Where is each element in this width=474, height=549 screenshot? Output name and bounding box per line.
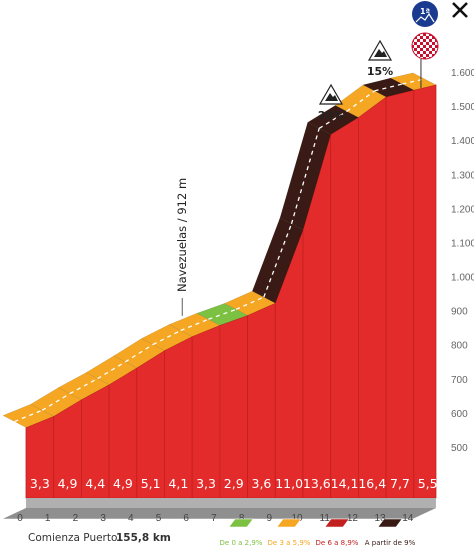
altitude-tick-800: 800 xyxy=(451,341,468,352)
legend-label-green: De 0 a 2,9% xyxy=(220,539,263,547)
gradient-legend: De 0 a 2,9% De 3 a 5,9% De 6 a 8,9% A parti… xyxy=(220,518,416,547)
km-tick-6: 6 xyxy=(183,513,189,524)
navezuelas-label: Navezuelas / 912 m xyxy=(175,178,189,292)
km-wall-5 xyxy=(164,335,193,499)
warning-20-mountain-icon xyxy=(325,93,338,101)
km-tick-8: 8 xyxy=(239,513,245,524)
gradient-label-km-7: 2,9 xyxy=(224,476,244,491)
km-tick-5: 5 xyxy=(156,513,162,524)
km-dash-1 xyxy=(41,393,71,411)
summit-markers: 1ª xyxy=(411,1,439,88)
km-dash-12 xyxy=(346,90,375,112)
altitude-tick-1600: 1.600 xyxy=(451,68,474,79)
gradient-label-km-3: 4,9 xyxy=(113,476,133,491)
altitude-tick-900: 900 xyxy=(451,307,468,318)
km-tick-3: 3 xyxy=(100,513,106,524)
altitude-axis: 500 600 700 800 900 1.000 1.100 1.200 1.300 1.400… xyxy=(451,68,474,454)
km-tick-12: 12 xyxy=(347,513,359,524)
km-tick-10: 10 xyxy=(291,513,303,524)
annotations: Navezuelas / 912 m20%15%Comienza Puerto1… xyxy=(28,39,393,544)
km-wall-12 xyxy=(357,96,387,499)
gradient-label-km-10: 13,6 xyxy=(303,476,331,491)
altitude-tick-700: 700 xyxy=(451,375,468,386)
km-tick-1: 1 xyxy=(45,513,51,524)
km-dash-9 xyxy=(263,223,293,298)
km-dash-6 xyxy=(180,318,209,332)
category-badge-icon xyxy=(412,1,438,27)
legend-swatch-orange xyxy=(276,518,302,528)
warning-15-mountain-icon xyxy=(374,49,387,57)
km-dash-8 xyxy=(235,296,265,310)
profile-base-strip xyxy=(3,498,436,519)
gradient-label-km-12: 16,4 xyxy=(358,476,386,491)
legend-swatch-green xyxy=(228,518,254,528)
altitude-tick-1500: 1.500 xyxy=(451,102,474,113)
warning-15-label: 15% xyxy=(367,65,393,78)
km-wall-6 xyxy=(191,324,221,499)
gradient-label-km-8: 3,6 xyxy=(252,476,272,491)
km-tick-0: 0 xyxy=(17,513,23,524)
km-tick-14: 14 xyxy=(402,513,414,524)
category-badge-label: 1ª xyxy=(420,7,430,16)
gradient-label-km-11: 14,1 xyxy=(331,476,359,491)
km-tick-4: 4 xyxy=(128,513,134,524)
km-dash-3 xyxy=(97,361,126,380)
profile-center-dashes xyxy=(14,78,425,423)
km-dash-0 xyxy=(14,409,43,423)
km-wall-7 xyxy=(219,314,249,499)
km-dash-7 xyxy=(208,308,237,320)
altitude-tick-1200: 1.200 xyxy=(451,204,474,215)
warning-20: 20% xyxy=(318,83,344,122)
altitude-tick-600: 600 xyxy=(451,409,468,420)
km-tick-labels: 0 1 2 3 4 5 6 7 8 9 10 11 12 13 14 xyxy=(17,513,414,524)
altitude-tick-500: 500 xyxy=(451,443,468,454)
close-button[interactable] xyxy=(446,0,474,22)
gradient-labels: 3,3 4,9 4,4 4,9 5,1 4,1 3,3 2,9 3,6 11,0 13,6 14,1 1… xyxy=(30,476,438,491)
gradient-label-km-1: 4,9 xyxy=(58,476,78,491)
gradient-label-km-9: 11,0 xyxy=(275,476,303,491)
gradient-label-km-0: 3,3 xyxy=(30,476,50,491)
legend-swatch-darkred xyxy=(324,518,350,528)
legend-label-black: A partir de 9% xyxy=(365,539,416,547)
km-dash-4 xyxy=(124,343,154,363)
start-km: 155,8 km xyxy=(116,532,171,544)
km-tick-11: 11 xyxy=(320,513,331,524)
base-strip-bottom xyxy=(3,508,436,519)
km-wall-8 xyxy=(247,302,276,499)
km-tick-13: 13 xyxy=(375,513,387,524)
base-strip-front xyxy=(26,498,436,508)
gradient-label-km-14: 5,5 xyxy=(418,476,438,491)
legend-swatch-black xyxy=(377,518,403,528)
gradient-label-km-5: 4,1 xyxy=(168,476,188,491)
legend-label-darkred: De 6 a 8,9% xyxy=(316,539,359,547)
finish-flag-icon xyxy=(411,32,439,60)
km-dash-5 xyxy=(152,329,181,346)
close-icon xyxy=(446,0,474,22)
warning-15: 15% xyxy=(367,39,393,78)
gradient-label-km-13: 7,7 xyxy=(390,476,410,491)
gradient-label-km-6: 3,3 xyxy=(196,476,216,491)
altitude-tick-1300: 1.300 xyxy=(451,170,474,181)
altitude-tick-1100: 1.100 xyxy=(451,238,474,249)
gradient-label-km-4: 5,1 xyxy=(141,476,161,491)
km-wall-14 xyxy=(413,84,437,499)
altitude-tick-1400: 1.400 xyxy=(451,136,474,147)
km-wall-13 xyxy=(385,89,415,499)
profile-side-walls xyxy=(25,84,437,499)
km-tick-9: 9 xyxy=(267,513,273,524)
km-wall-11 xyxy=(330,116,359,499)
mountain-icon xyxy=(415,12,435,23)
km-tick-2: 2 xyxy=(73,513,79,524)
km-dash-2 xyxy=(69,378,98,395)
legend-label-orange: De 3 a 5,9% xyxy=(268,539,311,547)
km-dash-11 xyxy=(318,110,348,129)
warning-20-label: 20% xyxy=(318,109,344,122)
km-dash-10 xyxy=(290,128,320,224)
start-label: Comienza Puerto xyxy=(28,532,117,544)
km-tick-7: 7 xyxy=(211,513,217,524)
altitude-tick-1000: 1.000 xyxy=(451,273,474,284)
gradient-label-km-2: 4,4 xyxy=(85,476,105,491)
